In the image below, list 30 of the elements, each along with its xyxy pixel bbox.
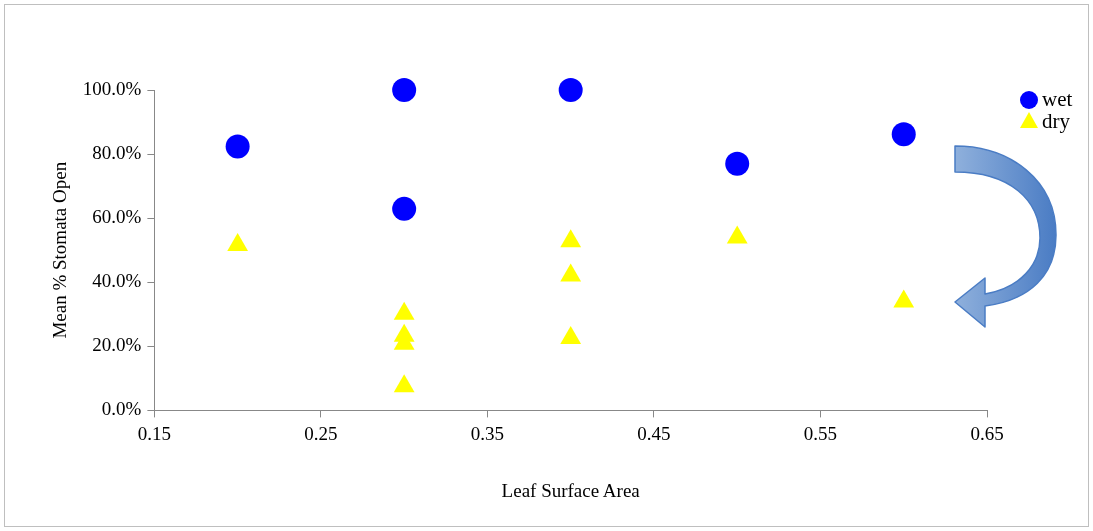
y-tick-label: 40.0% (92, 270, 142, 292)
y-tick-label: 100.0% (82, 77, 142, 99)
x-tick-label: 0.15 (137, 422, 171, 444)
point (392, 196, 417, 221)
point (560, 325, 582, 344)
point (393, 374, 415, 393)
y-tick-label: 20.0% (92, 334, 142, 356)
y-tick-label: 80.0% (92, 142, 142, 164)
legend-label: wet (1042, 86, 1073, 111)
y-axis-title: Mean % Stomata Open (49, 161, 71, 339)
x-axis-title: Leaf Surface Area (501, 479, 641, 501)
point (393, 301, 415, 320)
x-tick-label: 0.25 (304, 422, 338, 444)
x-tick-label: 0.45 (637, 422, 671, 444)
point (891, 122, 916, 147)
point (893, 289, 915, 308)
point (558, 78, 583, 102)
point (392, 78, 417, 102)
point (726, 225, 748, 244)
y-tick-label: 60.0% (92, 206, 142, 228)
x-tick-label: 0.65 (970, 422, 1004, 444)
point (725, 151, 750, 176)
point (560, 263, 582, 282)
point (560, 229, 582, 248)
point (225, 134, 250, 159)
legend-label: dry (1042, 108, 1071, 133)
point (227, 233, 249, 252)
x-tick-label: 0.55 (803, 422, 838, 444)
y-tick-label: 0.0% (101, 398, 142, 420)
x-tick-label: 0.35 (470, 422, 505, 444)
